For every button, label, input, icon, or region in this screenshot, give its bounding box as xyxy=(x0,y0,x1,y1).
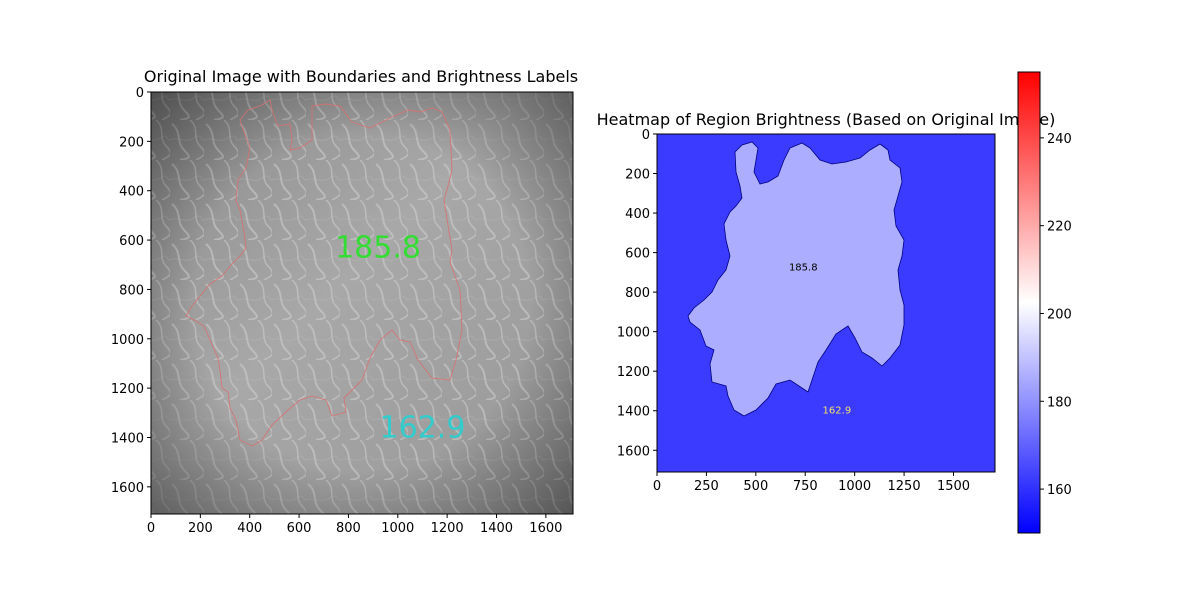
colorbar: 160 180 200 220 240 xyxy=(1017,71,1072,534)
original-x-tick-label: 0 xyxy=(147,521,155,536)
heatmap-y-tick-label: 200 xyxy=(625,168,650,183)
original-x-tick-label: 600 xyxy=(287,521,312,536)
heatmap-x-ticks: 0 250 500 750 1000 1250 1500 xyxy=(653,472,970,494)
original-y-ticks: 0 200 400 600 800 1000 1200 1400 1600 xyxy=(111,86,151,496)
heatmap-x-tick-label: 250 xyxy=(694,479,719,494)
heatmap-label-162-9: 162.9 xyxy=(823,406,852,417)
heatmap-title: Heatmap of Region Brightness (Based on O… xyxy=(597,110,1056,129)
colorbar-tick-label: 220 xyxy=(1047,220,1072,235)
heatmap-axes: Heatmap of Region Brightness (Based on O… xyxy=(597,110,1056,494)
heatmap-label-185-8: 185.8 xyxy=(789,262,818,273)
original-y-tick-label: 1200 xyxy=(111,382,144,397)
original-y-tick-label: 1000 xyxy=(111,333,144,348)
heatmap-y-tick-label: 1200 xyxy=(617,365,650,380)
original-label-185-8: 185.8 xyxy=(335,230,421,265)
colorbar-ticks: 160 180 200 220 240 xyxy=(1040,132,1072,498)
original-y-tick-label: 0 xyxy=(136,86,144,101)
heatmap-frame xyxy=(656,133,996,473)
original-y-tick-label: 200 xyxy=(119,135,144,150)
heatmap-x-tick-label: 750 xyxy=(793,479,818,494)
colorbar-tick-label: 180 xyxy=(1047,395,1072,410)
photo-vignette xyxy=(151,92,573,514)
original-image-frame xyxy=(150,91,574,515)
heatmap-y-tick-label: 600 xyxy=(625,247,650,262)
heatmap-x-tick-label: 0 xyxy=(653,479,661,494)
original-x-ticks: 0 200 400 600 800 1000 1200 1400 1600 xyxy=(147,514,562,536)
colorbar-tick-label: 200 xyxy=(1047,307,1072,322)
heatmap-y-tick-label: 1400 xyxy=(617,405,650,420)
colorbar-gradient xyxy=(1017,71,1041,534)
heatmap-y-tick-label: 400 xyxy=(625,207,650,222)
original-x-tick-label: 1200 xyxy=(431,521,464,536)
heatmap-y-tick-label: 0 xyxy=(642,128,650,143)
region-boundary xyxy=(185,99,463,447)
heatmap-y-tick-label: 1000 xyxy=(617,326,650,341)
original-y-tick-label: 1400 xyxy=(111,431,144,446)
heatmap-x-tick-label: 1250 xyxy=(888,479,921,494)
colorbar-tick-label: 160 xyxy=(1047,483,1072,498)
original-x-tick-label: 200 xyxy=(188,521,213,536)
heatmap-y-tick-label: 1600 xyxy=(617,444,650,459)
heatmap-region-185-8 xyxy=(687,141,905,417)
original-x-tick-label: 1600 xyxy=(529,521,562,536)
heatmap-x-tick-label: 1500 xyxy=(937,479,970,494)
heatmap-y-tick-label: 800 xyxy=(625,286,650,301)
original-y-tick-label: 800 xyxy=(119,283,144,298)
heatmap-x-tick-label: 500 xyxy=(743,479,768,494)
heatmap-y-ticks: 0 200 400 600 800 1000 1200 1400 1600 xyxy=(617,128,657,459)
colorbar-tick-label: 240 xyxy=(1047,132,1072,147)
original-x-tick-label: 400 xyxy=(237,521,262,536)
original-image-axes: Original Image with Boundaries and Brigh… xyxy=(111,67,578,536)
original-image-title: Original Image with Boundaries and Brigh… xyxy=(144,67,578,86)
original-label-162-9: 162.9 xyxy=(380,410,466,445)
original-y-tick-label: 1600 xyxy=(111,481,144,496)
original-y-tick-label: 400 xyxy=(119,185,144,200)
original-x-tick-label: 800 xyxy=(336,521,361,536)
original-x-tick-label: 1400 xyxy=(480,521,513,536)
heatmap-x-tick-label: 1000 xyxy=(838,479,871,494)
original-x-tick-label: 1000 xyxy=(381,521,414,536)
original-y-tick-label: 600 xyxy=(119,234,144,249)
